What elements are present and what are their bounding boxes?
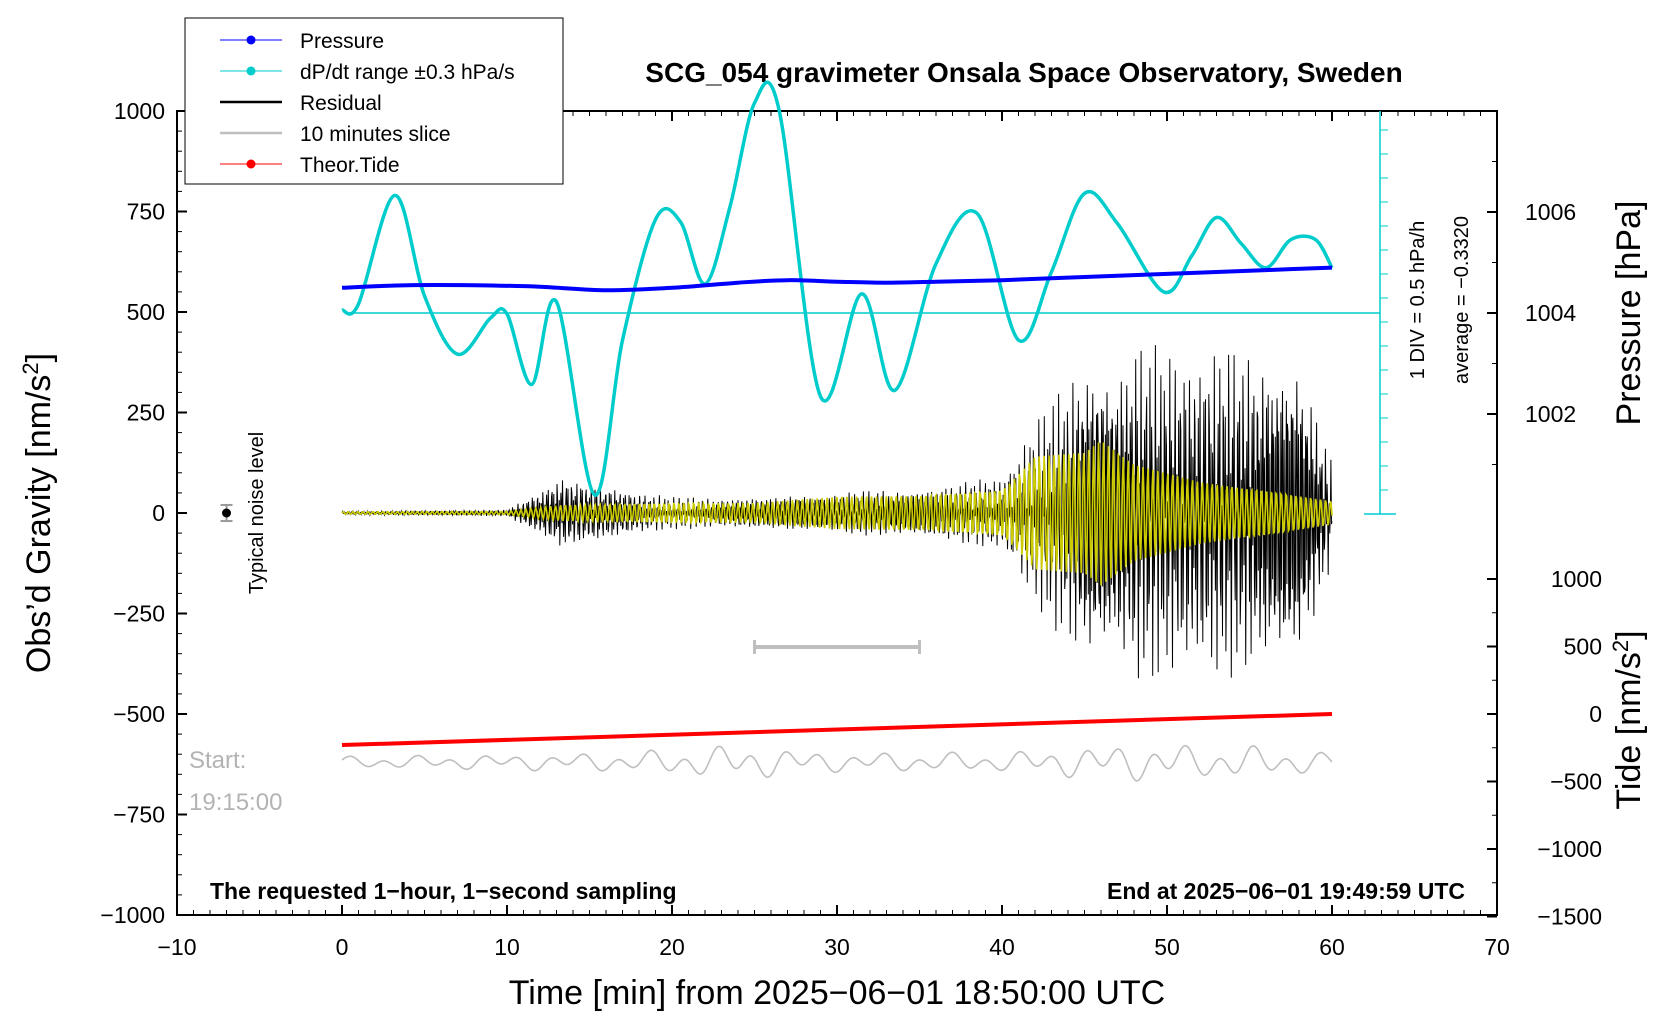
x-axis: −10 0 10 20 30 40 50 60 70 <box>157 111 1510 960</box>
noise-level-point <box>222 508 231 518</box>
legend: Pressure dP/dt range ±0.3 hPa/s Residual 10… <box>184 17 564 185</box>
x-tick-label: 40 <box>989 934 1015 960</box>
legend-marker <box>246 35 256 45</box>
slice-bar <box>753 640 921 654</box>
start-label: Start: <box>189 747 246 774</box>
chart-title: SCG_054 gravimeter Onsala Space Observat… <box>645 57 1402 88</box>
pressure-series-line <box>341 265 1333 293</box>
y-axis-gravity: 1000 750 500 250 0 −250 −500 −750 −1000 <box>100 98 187 928</box>
pressure-tick-label: 1004 <box>1525 300 1576 326</box>
y-axis-label-tide: Tide [nm/s2] <box>1608 630 1648 809</box>
legend-marker <box>246 66 256 76</box>
x-tick-label: 60 <box>1319 934 1345 960</box>
legend-label: Theor.Tide <box>300 154 400 177</box>
y-tick-label: 0 <box>152 500 165 526</box>
tide-series-line <box>341 712 1333 748</box>
tide-tick-label: 0 <box>1589 701 1602 727</box>
y-tick-label: −750 <box>113 802 165 828</box>
tide-tick-label: −500 <box>1550 769 1602 795</box>
x-tick-label: 70 <box>1484 934 1510 960</box>
x-tick-label: 0 <box>336 934 349 960</box>
noise-level-marker <box>220 503 233 523</box>
legend-label: dP/dt range ±0.3 hPa/s <box>300 61 515 84</box>
start-time: 19:15:00 <box>189 789 282 816</box>
y-axis-pressure: 1006 1004 1002 <box>1487 161 1576 465</box>
div-label: 1 DIV = 0.5 hPa/h <box>1407 221 1429 379</box>
residual-filtered-series-line <box>341 442 1333 586</box>
div-scale <box>1364 111 1396 515</box>
x-axis-label: Time [min] from 2025−06−01 18:50:00 UTC <box>509 974 1165 1012</box>
slice-series-line <box>341 744 1333 782</box>
y-axis-label-pressure: Pressure [hPa] <box>1610 201 1648 426</box>
pressure-tick-label: 1002 <box>1525 401 1576 427</box>
series-layer <box>341 80 1334 782</box>
legend-items: Pressure dP/dt range ±0.3 hPa/s Residual 10… <box>220 30 515 177</box>
y-axis-label-tide-main: Tide [nm/s <box>1610 652 1648 809</box>
end-note: End at 2025−06−01 19:49:59 UTC <box>1107 878 1465 904</box>
tide-tick-label: −1000 <box>1537 836 1602 862</box>
y-tick-label: 750 <box>127 199 165 225</box>
y-tick-label: −500 <box>113 701 165 727</box>
legend-label: Pressure <box>300 30 384 53</box>
dpdt-series-line <box>341 80 1334 497</box>
x-tick-label: 10 <box>494 934 520 960</box>
y-tick-label: −1000 <box>100 902 165 928</box>
noise-level-label: Typical noise level <box>246 432 268 594</box>
y-axis-label-tide-sup: 2 <box>1608 640 1633 652</box>
legend-label: 10 minutes slice <box>300 123 451 146</box>
y-axis-label-gravity-close: ] <box>20 353 58 362</box>
y-axis-label-gravity-sup: 2 <box>18 362 43 374</box>
y-tick-label: −250 <box>113 601 165 627</box>
x-tick-label: 20 <box>659 934 685 960</box>
y-tick-label: 250 <box>127 400 165 426</box>
tide-tick-label: 1000 <box>1551 566 1602 592</box>
legend-marker <box>246 159 256 169</box>
sampling-note: The requested 1−hour, 1−second sampling <box>210 878 677 904</box>
pressure-tick-label: 1006 <box>1525 199 1576 225</box>
tide-tick-label: 500 <box>1564 634 1602 660</box>
y-axis-label-gravity-main: Obs’d Gravity [nm/s <box>20 375 58 674</box>
y-tick-label: 500 <box>127 299 165 325</box>
x-tick-label: −10 <box>157 934 196 960</box>
x-tick-label: 50 <box>1154 934 1180 960</box>
y-tick-label: 1000 <box>114 98 165 124</box>
legend-label: Residual <box>300 92 382 115</box>
y-axis-label-gravity: Obs’d Gravity [nm/s2] <box>18 353 58 673</box>
x-tick-label: 30 <box>824 934 850 960</box>
average-label: average = −0.3320 <box>1451 216 1473 384</box>
tide-tick-label: −1500 <box>1537 904 1602 930</box>
y-axis-tide: 1000 500 0 −500 −1000 −1500 <box>1487 566 1602 930</box>
y-axis-label-tide-close: ] <box>1610 630 1648 639</box>
